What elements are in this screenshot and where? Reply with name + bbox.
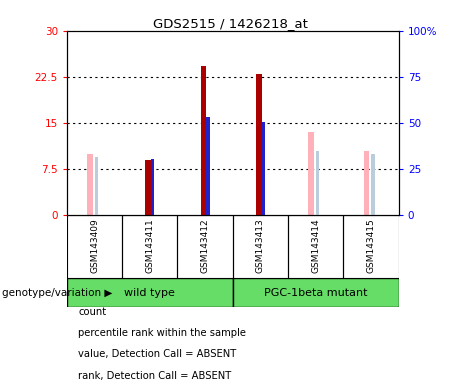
Text: GSM143413: GSM143413: [256, 218, 265, 273]
Text: percentile rank within the sample: percentile rank within the sample: [78, 328, 246, 338]
Text: value, Detection Call = ABSENT: value, Detection Call = ABSENT: [78, 349, 236, 359]
Bar: [67, 215, 122, 278]
Text: GSM143415: GSM143415: [366, 218, 376, 273]
Text: genotype/variation ▶: genotype/variation ▶: [2, 288, 112, 298]
Bar: [364, 151, 369, 215]
Bar: [177, 215, 233, 278]
Bar: [316, 151, 319, 215]
Bar: [233, 215, 288, 278]
Bar: [343, 215, 399, 278]
Text: GSM143409: GSM143409: [90, 218, 99, 273]
Text: GSM143412: GSM143412: [201, 218, 210, 273]
Bar: [145, 160, 151, 215]
Bar: [67, 278, 233, 307]
Bar: [95, 157, 98, 215]
Bar: [308, 132, 314, 215]
Bar: [87, 154, 93, 215]
Text: GSM143411: GSM143411: [145, 218, 154, 273]
Text: wild type: wild type: [124, 288, 175, 298]
Bar: [371, 154, 374, 215]
Text: rank, Detection Call = ABSENT: rank, Detection Call = ABSENT: [78, 371, 231, 381]
Bar: [261, 122, 265, 215]
Text: PGC-1beta mutant: PGC-1beta mutant: [264, 288, 367, 298]
Bar: [288, 215, 343, 278]
Text: GSM143414: GSM143414: [311, 218, 320, 273]
Bar: [233, 278, 399, 307]
Bar: [151, 159, 154, 215]
Text: count: count: [78, 307, 106, 317]
Bar: [256, 74, 261, 215]
Bar: [206, 117, 210, 215]
Text: GDS2515 / 1426218_at: GDS2515 / 1426218_at: [153, 17, 308, 30]
Bar: [122, 215, 177, 278]
Bar: [201, 66, 206, 215]
